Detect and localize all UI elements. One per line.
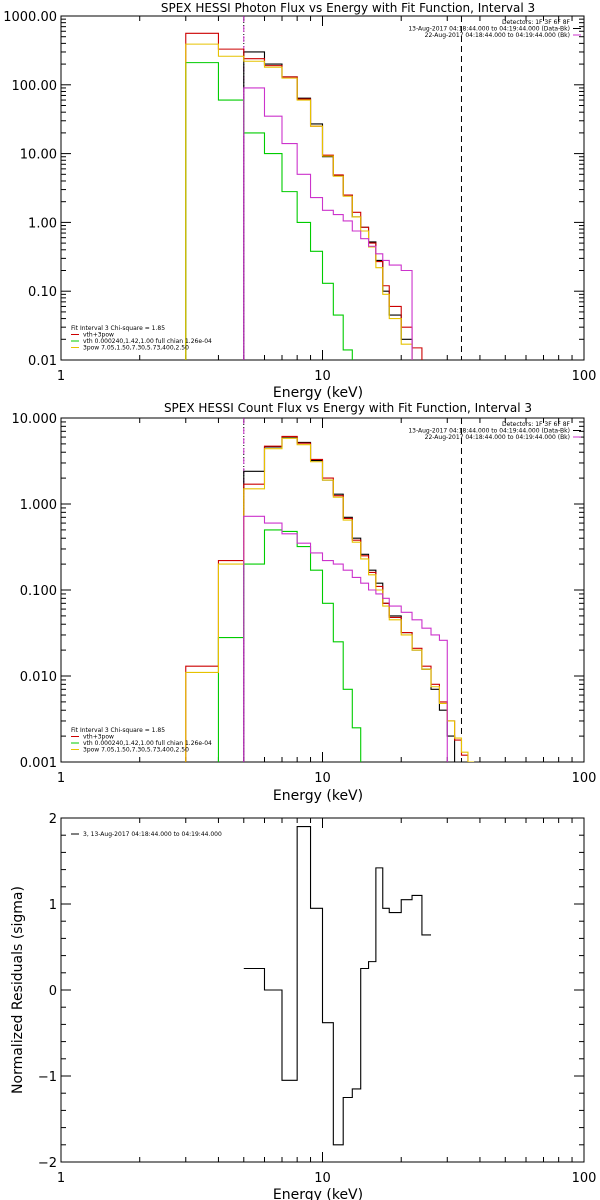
- y-tick-label: 0.01: [28, 354, 57, 369]
- legend-text: vth 0.000240,1.42,1.00 full chian 1.26e-…: [83, 740, 212, 747]
- legend-text: vth 0.000240,1.42,1.00 full chian 1.26e-…: [83, 338, 212, 345]
- x-tick-label: 1: [57, 369, 65, 384]
- header-text: Detectors: 1F 3F 6F 8F: [502, 421, 571, 428]
- series-line: [185, 437, 475, 762]
- series-line: [243, 826, 432, 1146]
- x-tick-label: 10: [314, 1171, 331, 1186]
- x-tick-label: 100: [572, 369, 597, 384]
- y-tick-label: 1000.00: [3, 10, 57, 25]
- y-tick-label: −2: [38, 1156, 57, 1171]
- y-tick-label: 1.000: [20, 498, 57, 513]
- series-line: [185, 435, 469, 762]
- y-tick-label: 10.00: [20, 148, 57, 163]
- plot-area: 1 10 100 −2 −1 0 1 2 3, 13-Aug-2017 04:18:44.000…: [38, 812, 597, 1186]
- series-line: [243, 87, 413, 360]
- legend-text: 3, 13-Aug-2017 04:18:44.000 to 04:19:44.…: [83, 831, 222, 838]
- series-line: [185, 62, 353, 360]
- legend-text: vth+3pow: [83, 332, 114, 339]
- y-tick-label: 0.001: [20, 756, 57, 771]
- y-tick-label: 10.000: [12, 412, 58, 427]
- series-line: [185, 32, 423, 360]
- x-tick-label: 10: [314, 771, 331, 786]
- legend-text: 3pow 7.05,1.50,7.30,5.73,400,2.50: [83, 345, 189, 352]
- x-tick-label: 10: [314, 369, 331, 384]
- y-tick-label: 0.010: [20, 670, 57, 685]
- y-tick-label: 0.100: [20, 584, 57, 599]
- x-tick-label: 1: [57, 771, 65, 786]
- series-line: [243, 436, 456, 762]
- y-tick-label: 1: [49, 898, 57, 913]
- y-tick-label: 100.00: [12, 79, 58, 94]
- legend-text: Fit Interval 3 Chi-square = 1.85: [71, 727, 165, 734]
- residuals-panel: Energy (keV) Normalized Residuals (sigma…: [10, 812, 596, 1200]
- plot-area: 1 10 100 0.001 0.010 0.100 1.000 10.000 Detector…: [12, 412, 597, 786]
- header-text: 22-Aug-2017 04:18:44.000 to 04:19:44.000…: [425, 32, 570, 39]
- y-tick-label: 2: [49, 812, 57, 827]
- y-tick-label: 0.10: [28, 285, 57, 300]
- x-tick-label: 100: [572, 1171, 597, 1186]
- plot-area: 1 10 100 0.01 0.10 1.00 10.00 100.00 1000.00 Dete…: [3, 10, 596, 384]
- y-tick-label: 1.00: [28, 216, 57, 231]
- y-axis-label: Normalized Residuals (sigma): [10, 886, 26, 1094]
- photon-flux-panel: SPEX HESSI Photon Flux vs Energy with Fi…: [3, 1, 596, 401]
- y-tick-label: 0: [49, 984, 57, 999]
- panel-title: SPEX HESSI Photon Flux vs Energy with Fi…: [161, 1, 535, 15]
- legend-text: vth+3pow: [83, 734, 114, 741]
- x-tick-label: 1: [57, 1171, 65, 1186]
- y-tick-label: −1: [38, 1070, 57, 1085]
- series-line: [185, 43, 413, 360]
- x-axis-label: Energy (keV): [273, 788, 363, 804]
- x-tick-label: 100: [572, 771, 597, 786]
- count-flux-panel: SPEX HESSI Count Flux vs Energy with Fit…: [12, 401, 597, 804]
- series-line: [243, 51, 413, 360]
- series-line: [243, 515, 448, 762]
- panel-title: SPEX HESSI Count Flux vs Energy with Fit…: [164, 401, 532, 415]
- header-text: 13-Aug-2017 04:18:44.000 to 04:19:44.000…: [408, 26, 570, 33]
- legend-text: 3pow 7.05,1.50,7.30,5.73,400,2.50: [83, 747, 189, 754]
- header-text: 22-Aug-2017 04:18:44.000 to 04:19:44.000…: [425, 434, 570, 441]
- legend-text: Fit Interval 3 Chi-square = 1.85: [71, 325, 165, 332]
- axes-frame: [60, 15, 585, 361]
- x-axis-label: Energy (keV): [273, 1187, 363, 1200]
- x-axis-label: Energy (keV): [273, 385, 363, 401]
- series-line: [217, 529, 362, 762]
- header-text: Detectors: 1F 3F 6F 8F: [502, 19, 571, 26]
- header-text: 13-Aug-2017 04:18:44.000 to 04:19:44.000…: [408, 428, 570, 435]
